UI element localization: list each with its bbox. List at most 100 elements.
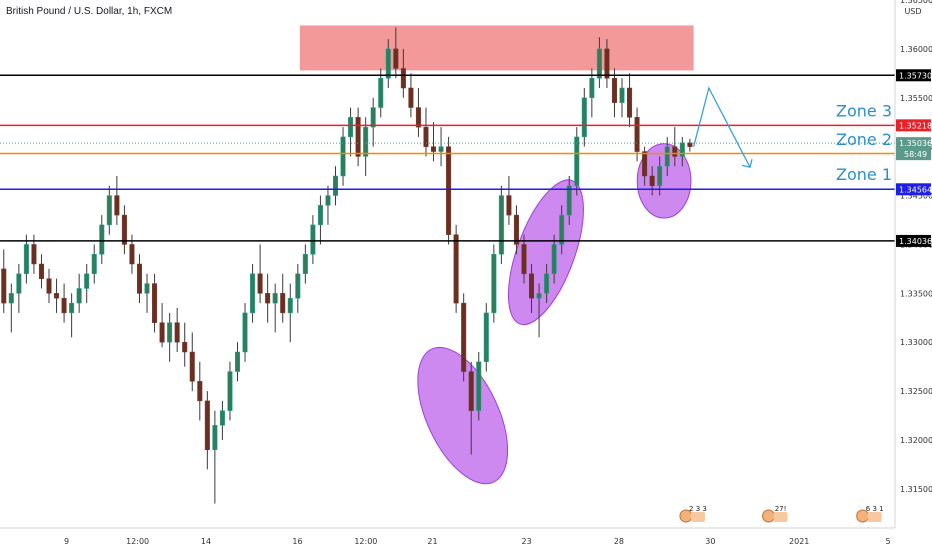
candle-body xyxy=(1,268,7,304)
candle-body xyxy=(76,288,82,304)
event-badge-bg xyxy=(773,512,788,522)
candle-body xyxy=(498,195,504,255)
projection-path xyxy=(692,86,751,168)
y-tick-label: 1.36500 xyxy=(900,0,932,5)
candle-body xyxy=(521,244,527,275)
level-tag-text-2: 1.35218 xyxy=(899,121,932,130)
candle-body xyxy=(317,205,323,226)
candle-body xyxy=(679,142,685,157)
candle-body xyxy=(483,312,489,363)
candle-body xyxy=(634,117,640,152)
candle-body xyxy=(664,146,670,167)
candle-body xyxy=(16,273,22,294)
x-tick-label: 5 xyxy=(885,537,890,546)
level-tag-2 xyxy=(896,119,931,132)
level-tag-1 xyxy=(896,69,931,82)
candle-body xyxy=(619,87,625,103)
candle-body xyxy=(152,283,158,323)
candle-body xyxy=(121,214,127,245)
candle-body xyxy=(114,195,120,216)
chart-title: British Pound / U.S. Dollar, 1h, FXCM xyxy=(6,6,173,17)
candle-body xyxy=(363,126,369,157)
candle-body xyxy=(431,146,437,152)
candle-body xyxy=(189,351,195,382)
candle-body xyxy=(31,244,37,265)
candle-body xyxy=(280,293,286,314)
x-tick-label: 14 xyxy=(201,537,211,546)
candle-body xyxy=(596,48,602,79)
candle-body xyxy=(167,322,173,343)
candle-body xyxy=(212,425,218,451)
candle-body xyxy=(272,293,278,304)
candle-body xyxy=(69,302,75,314)
candle-body xyxy=(159,322,165,343)
event-badge-bg xyxy=(690,512,705,522)
candle-body xyxy=(574,136,580,187)
candle-body xyxy=(257,273,263,294)
candle-body xyxy=(461,302,467,372)
candle-body xyxy=(302,253,308,275)
candle-body xyxy=(438,146,444,152)
candle-body xyxy=(415,107,421,128)
level-tag-text-4: 1.34564 xyxy=(899,185,932,194)
candle-body xyxy=(46,278,52,294)
candle-body xyxy=(687,142,693,147)
candle-body xyxy=(468,371,474,411)
x-tick-label: 23 xyxy=(521,537,531,546)
level-tag-text-1: 1.35730 xyxy=(899,71,932,80)
y-tick-label: 1.35500 xyxy=(900,94,932,103)
candle-body xyxy=(355,117,361,157)
currency-label: USD xyxy=(904,7,921,16)
candle-body xyxy=(378,77,384,108)
candle-body xyxy=(559,214,565,245)
x-tick-label: 28 xyxy=(614,537,624,546)
candle-body xyxy=(136,263,142,294)
candle-body xyxy=(61,297,67,314)
candle-body xyxy=(649,175,655,187)
time-axis-bg xyxy=(0,528,895,550)
candle-body xyxy=(144,283,150,294)
candles-group xyxy=(1,27,693,504)
candle-body xyxy=(513,214,519,245)
candle-body xyxy=(604,48,610,79)
candle-body xyxy=(234,351,241,372)
y-tick-label: 1.32500 xyxy=(900,387,932,396)
candle-body xyxy=(99,224,105,255)
event-badge-bg xyxy=(867,512,882,522)
event-badge-text-3: 6 3 1 xyxy=(866,505,884,513)
candle-body xyxy=(544,273,550,294)
candle-body xyxy=(506,195,512,216)
event-badge-text-2: 27! xyxy=(775,505,787,513)
highlight-ellipse-2 xyxy=(507,179,584,326)
x-tick-label: 21 xyxy=(427,537,437,546)
candle-body xyxy=(54,293,60,299)
candle-body xyxy=(536,293,542,299)
candle-body xyxy=(657,165,663,187)
candle-body xyxy=(332,175,339,196)
y-tick-label: 1.34500 xyxy=(900,192,932,201)
resistance-zone-box xyxy=(299,25,694,71)
candle-body xyxy=(242,312,248,353)
candle-body xyxy=(491,253,497,314)
y-tick-label: 1.31500 xyxy=(900,485,932,494)
x-tick-label: 2021 xyxy=(789,537,809,546)
candle-body xyxy=(627,87,633,118)
candle-body xyxy=(642,151,648,177)
zone-label-2: Zone 2 xyxy=(836,130,892,149)
candle-body xyxy=(589,77,595,99)
level-tag-5 xyxy=(896,234,931,247)
candle-body xyxy=(106,195,112,226)
candle-body xyxy=(8,293,14,304)
candle-body xyxy=(423,126,429,147)
candle-body xyxy=(174,322,180,343)
countdown-tag xyxy=(896,149,931,161)
candle-body xyxy=(325,195,331,206)
candle-body xyxy=(310,224,316,255)
y-tick-label: 1.32000 xyxy=(900,436,932,445)
candle-body xyxy=(197,381,203,402)
candle-body xyxy=(581,97,587,138)
candle-body xyxy=(129,244,135,265)
current-price-text: 1.35036 xyxy=(899,139,932,148)
